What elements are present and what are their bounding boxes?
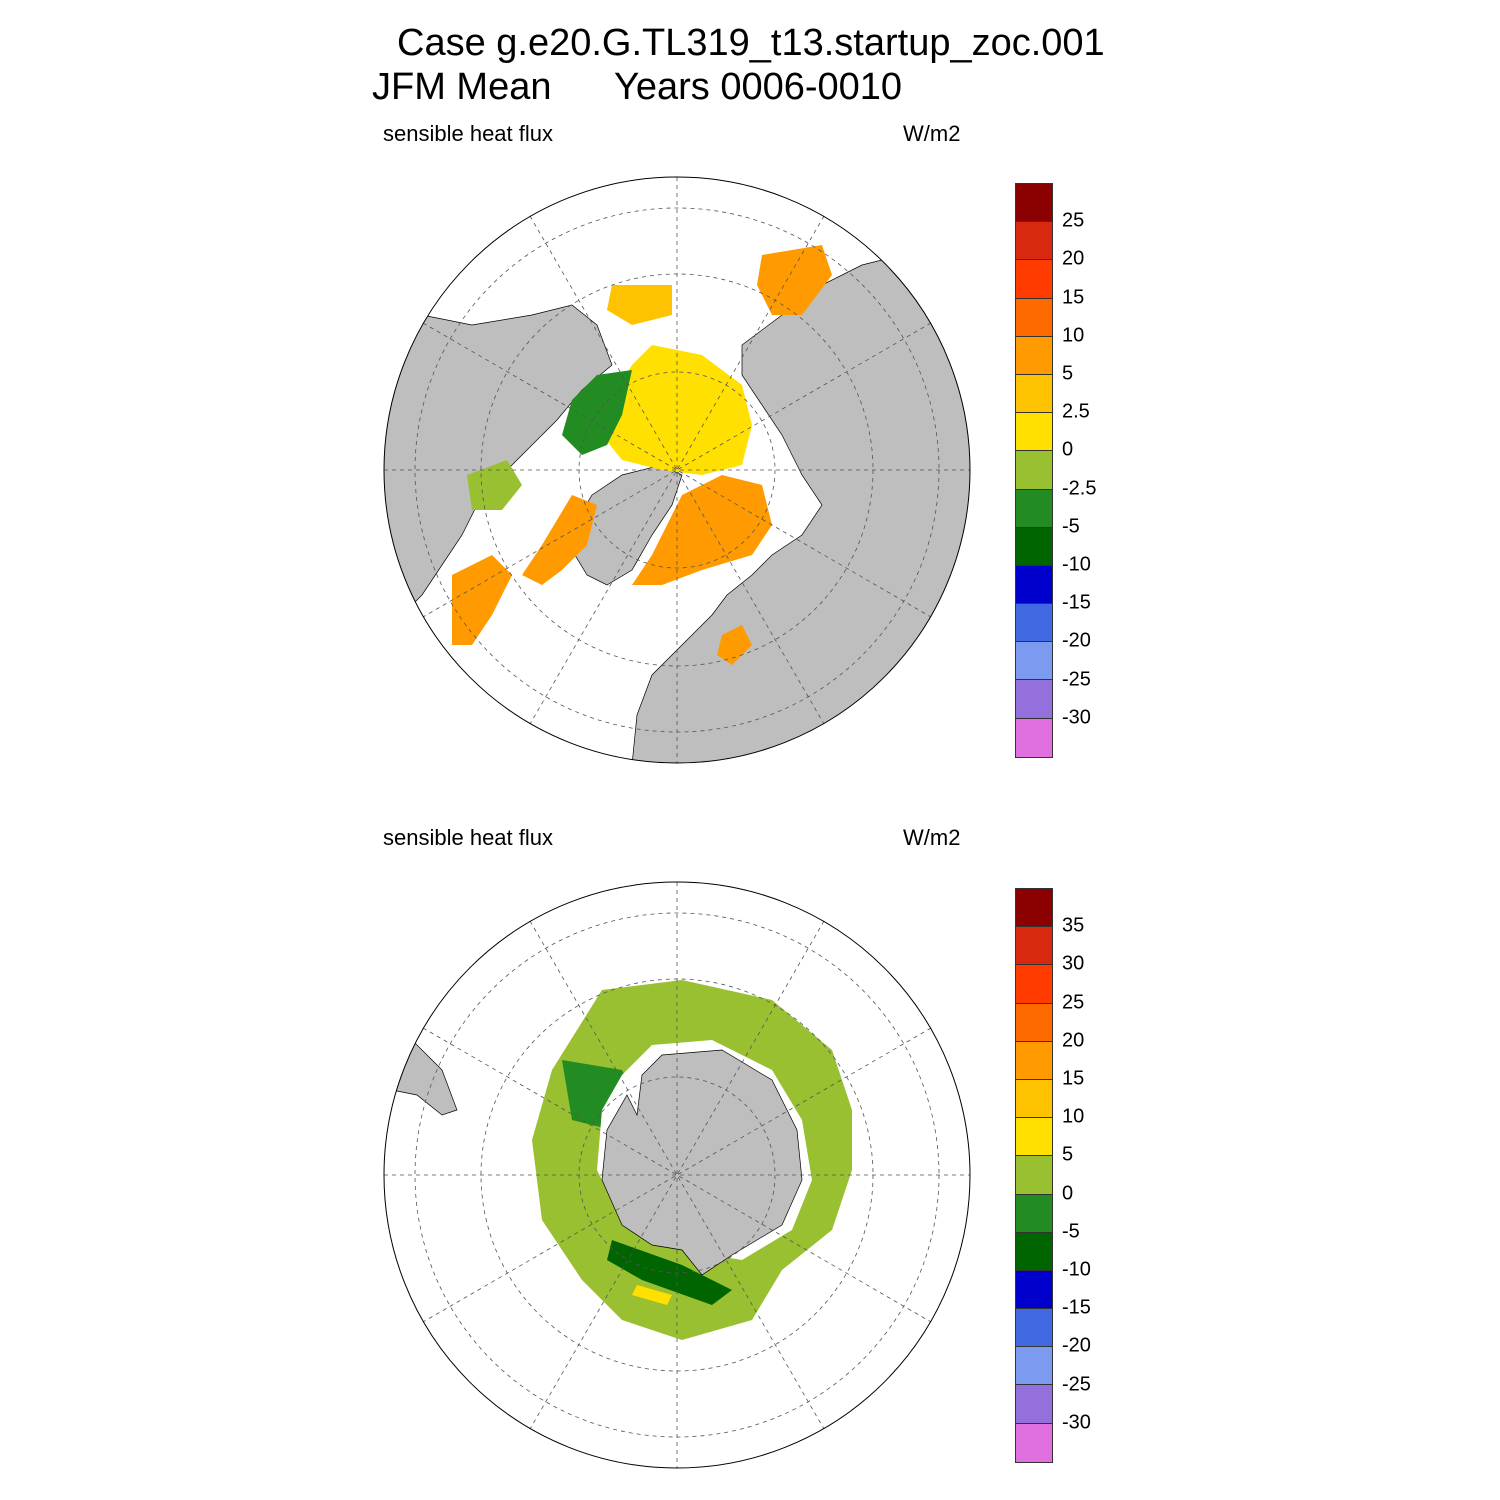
colorbar-swatch bbox=[1016, 374, 1052, 414]
north-field-baltic bbox=[717, 625, 752, 665]
colorbar-swatch bbox=[1016, 1194, 1052, 1233]
south-polar-map bbox=[383, 881, 971, 1469]
north-field-atlantic-coast bbox=[452, 555, 512, 645]
top-colorbar bbox=[1015, 183, 1053, 758]
colorbar-tick-label: 20 bbox=[1062, 1029, 1085, 1052]
colorbar-swatch bbox=[1016, 222, 1052, 261]
colorbar-swatch bbox=[1016, 451, 1052, 490]
colorbar-swatch bbox=[1016, 1156, 1052, 1195]
colorbar-tick-label: 2.5 bbox=[1062, 400, 1090, 423]
colorbar-swatch bbox=[1016, 1270, 1052, 1310]
colorbar-swatch bbox=[1016, 680, 1052, 719]
north-polar-map bbox=[383, 176, 971, 764]
colorbar-swatch bbox=[1016, 718, 1052, 757]
colorbar-tick-label: -30 bbox=[1062, 1411, 1091, 1434]
colorbar-swatch bbox=[1016, 965, 1052, 1004]
north-field-arctic-green bbox=[562, 370, 632, 455]
colorbar-tick-label: -20 bbox=[1062, 1334, 1091, 1357]
colorbar-swatch bbox=[1016, 1309, 1052, 1348]
north-field-bering bbox=[757, 245, 832, 315]
colorbar-swatch bbox=[1016, 927, 1052, 966]
colorbar-tick-label: 10 bbox=[1062, 1105, 1085, 1128]
colorbar-tick-label: -15 bbox=[1062, 1296, 1091, 1319]
colorbar-swatch bbox=[1016, 1003, 1052, 1042]
colorbar-tick-label: -5 bbox=[1062, 515, 1080, 538]
colorbar-swatch bbox=[1016, 184, 1052, 223]
colorbar-tick-label: -5 bbox=[1062, 1220, 1080, 1243]
top-variable-label: sensible heat flux bbox=[383, 121, 553, 146]
colorbar-tick-label: 25 bbox=[1062, 209, 1085, 232]
north-field-barents bbox=[632, 475, 772, 585]
colorbar-swatch bbox=[1016, 1041, 1052, 1080]
colorbar-tick-label: 15 bbox=[1062, 1067, 1085, 1090]
top-units-label: W/m2 bbox=[903, 121, 961, 146]
colorbar-tick-label: -10 bbox=[1062, 1258, 1091, 1281]
bottom-variable-label: sensible heat flux bbox=[383, 825, 553, 850]
north-field-hudson bbox=[467, 460, 522, 510]
colorbar-tick-label: 25 bbox=[1062, 991, 1085, 1014]
colorbar-tick-label: 0 bbox=[1062, 1182, 1074, 1205]
colorbar-swatch bbox=[1016, 1423, 1052, 1462]
colorbar-swatch bbox=[1016, 260, 1052, 299]
north-field-labrador bbox=[522, 495, 597, 585]
colorbar-tick-label: 20 bbox=[1062, 247, 1085, 270]
colorbar-tick-label: -25 bbox=[1062, 668, 1091, 691]
colorbar-swatch bbox=[1016, 1118, 1052, 1157]
colorbar-swatch bbox=[1016, 527, 1052, 566]
colorbar-swatch bbox=[1016, 1079, 1052, 1119]
season-title: JFM Mean bbox=[372, 66, 552, 108]
colorbar-tick-label: -15 bbox=[1062, 591, 1091, 614]
case-title: Case g.e20.G.TL319_t13.startup_zoc.001 bbox=[397, 22, 1105, 64]
colorbar-swatch bbox=[1016, 642, 1052, 681]
colorbar-tick-label: -25 bbox=[1062, 1373, 1091, 1396]
colorbar-tick-label: -2.5 bbox=[1062, 477, 1097, 500]
colorbar-swatch bbox=[1016, 336, 1052, 375]
colorbar-tick-label: 15 bbox=[1062, 286, 1085, 309]
colorbar-swatch bbox=[1016, 889, 1052, 928]
bottom-colorbar bbox=[1015, 888, 1053, 1463]
north-field-okhotsk bbox=[607, 285, 672, 325]
colorbar-swatch bbox=[1016, 413, 1052, 452]
colorbar-tick-label: 35 bbox=[1062, 914, 1085, 937]
colorbar-swatch bbox=[1016, 604, 1052, 643]
colorbar-tick-label: -20 bbox=[1062, 629, 1091, 652]
south-field-ross-yellow bbox=[632, 1285, 672, 1305]
colorbar-swatch bbox=[1016, 1347, 1052, 1386]
colorbar-tick-label: 0 bbox=[1062, 438, 1074, 461]
colorbar-swatch bbox=[1016, 565, 1052, 605]
colorbar-tick-label: -10 bbox=[1062, 553, 1091, 576]
colorbar-tick-label: 5 bbox=[1062, 1143, 1074, 1166]
years-title: Years 0006-0010 bbox=[614, 66, 903, 108]
colorbar-tick-label: 5 bbox=[1062, 362, 1074, 385]
colorbar-tick-label: 10 bbox=[1062, 324, 1085, 347]
colorbar-swatch bbox=[1016, 1232, 1052, 1271]
colorbar-swatch bbox=[1016, 489, 1052, 528]
colorbar-tick-label: -30 bbox=[1062, 706, 1091, 729]
colorbar-swatch bbox=[1016, 298, 1052, 337]
colorbar-swatch bbox=[1016, 1385, 1052, 1424]
south-land-antarctica bbox=[601, 1049, 803, 1276]
bottom-units-label: W/m2 bbox=[903, 825, 961, 850]
colorbar-tick-label: 30 bbox=[1062, 952, 1085, 975]
